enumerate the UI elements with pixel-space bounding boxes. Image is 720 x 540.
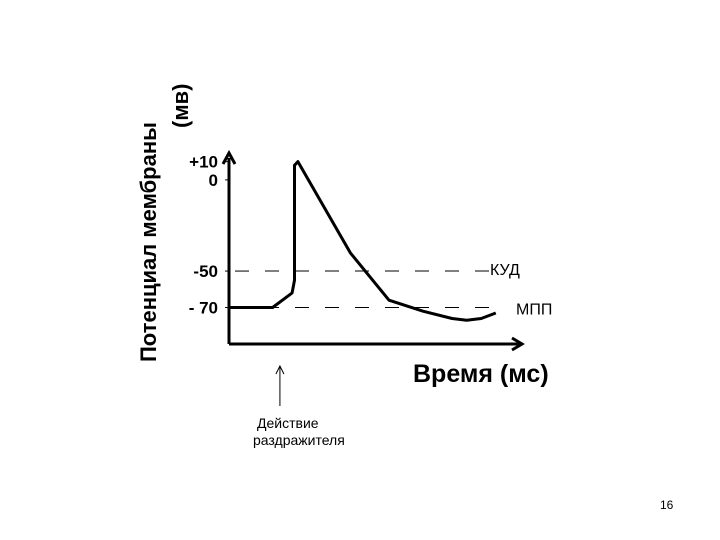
y-tick-label: -50 — [193, 262, 218, 281]
y-tick-labels: +100 -50 - 70 — [189, 153, 229, 318]
x-axis-arrow — [511, 336, 525, 352]
stimulus-label-line1: Действие — [257, 415, 319, 431]
y-axis-arrow — [221, 149, 237, 165]
x-axis-title: Время (мс) — [413, 360, 549, 388]
reference-lines — [235, 270, 500, 309]
y-tick-label: +10 — [189, 153, 218, 172]
stimulus-arrow-head — [275, 364, 285, 375]
y-axis-title: Потенциал мембраны — [136, 122, 161, 362]
stimulus-label-line2: раздражителя — [253, 432, 345, 448]
y-axis-unit: (мв) — [168, 84, 193, 128]
resting-potential-label: МПП — [516, 302, 552, 319]
threshold-label: КУД — [490, 262, 520, 279]
y-tick-label: - 70 — [189, 299, 218, 318]
membrane-potential-curve — [229, 160, 497, 322]
y-tick-label: 0 — [209, 171, 218, 190]
page-number: 16 — [660, 498, 674, 512]
